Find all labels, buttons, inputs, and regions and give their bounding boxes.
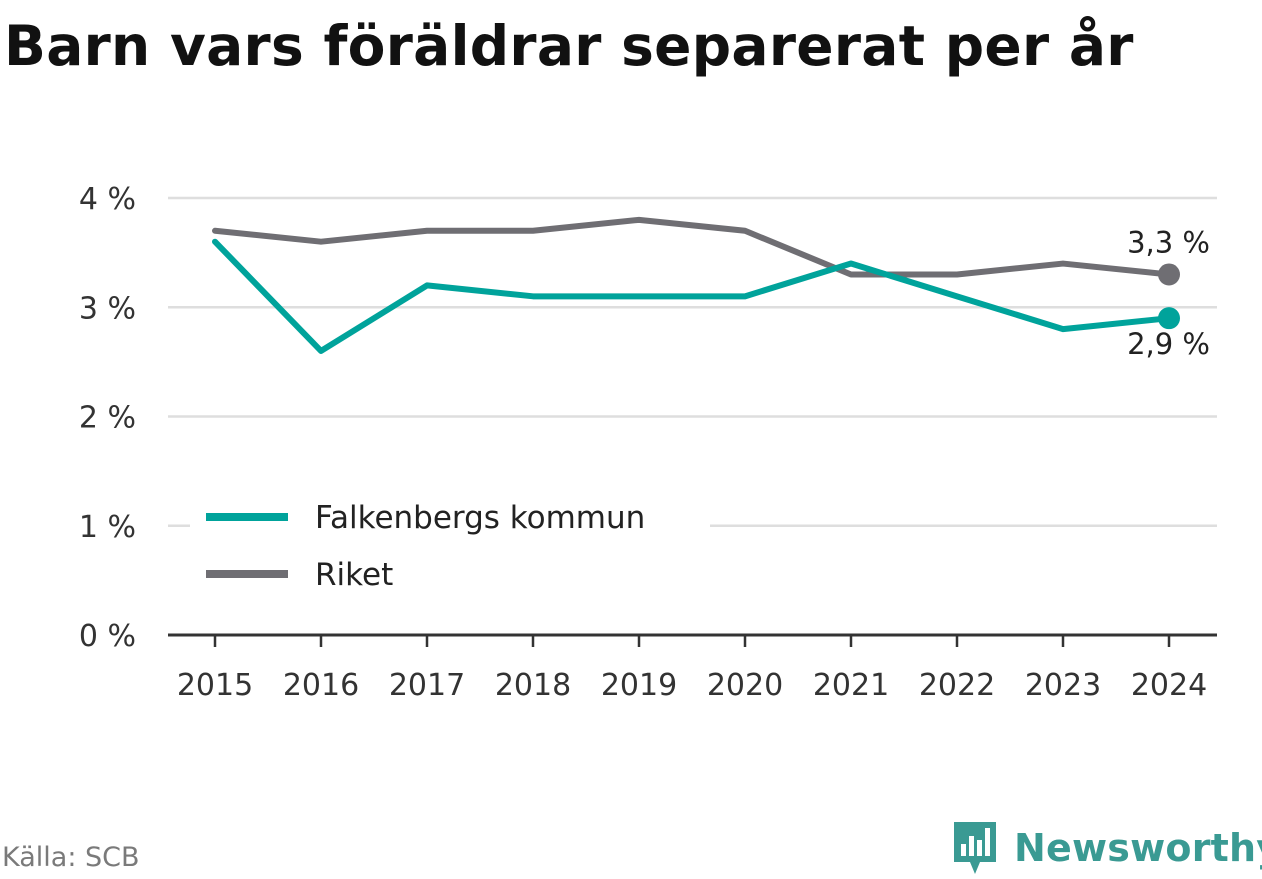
y-tick-label: 3 % <box>79 291 136 326</box>
x-tick-label: 2016 <box>283 668 359 703</box>
series-line-falkenberg <box>212 238 1172 354</box>
x-tick-label: 2024 <box>1131 668 1207 703</box>
legend-label: Falkenbergs kommun <box>315 500 645 536</box>
y-axis-tick-labels: 0 % 1 % 2 % 3 % 4 % <box>79 182 136 654</box>
end-point-falkenberg <box>1158 307 1180 330</box>
newsworthy-logo: Newsworthy <box>950 818 1262 878</box>
x-axis <box>168 633 1217 647</box>
x-tick-label: 2019 <box>601 668 677 703</box>
y-tick-label: 4 % <box>79 182 136 217</box>
brand-name: Newsworthy <box>1014 826 1262 870</box>
x-tick-label: 2020 <box>707 668 783 703</box>
newsworthy-chart-bubble-icon <box>954 822 996 874</box>
x-tick-label: 2021 <box>813 668 889 703</box>
end-value-label: 3,3 % <box>1127 225 1210 259</box>
x-axis-tick-labels: 2015 2016 2017 2018 2019 2020 2021 2022 2023 2024 <box>177 668 1207 703</box>
source-note: Källa: SCB <box>2 842 140 873</box>
end-value-labels: 2,9 % 3,3 % <box>1127 225 1210 361</box>
series-lines <box>212 216 1180 354</box>
y-tick-label: 0 % <box>79 619 136 654</box>
chart-title: Barn vars föräldrar separerat per år <box>4 14 1134 78</box>
legend: Falkenbergs kommun Riket <box>190 500 710 600</box>
end-point-riket <box>1158 263 1180 286</box>
x-tick-label: 2023 <box>1025 668 1101 703</box>
x-tick-label: 2015 <box>177 668 253 703</box>
y-tick-label: 1 % <box>79 510 136 545</box>
x-tick-label: 2018 <box>495 668 571 703</box>
y-tick-label: 2 % <box>79 401 136 436</box>
end-value-label: 2,9 % <box>1127 327 1210 361</box>
gridlines <box>168 196 1217 527</box>
x-tick-label: 2017 <box>389 668 465 703</box>
legend-label: Riket <box>315 557 393 593</box>
x-tick-label: 2022 <box>919 668 995 703</box>
series-line-riket <box>212 216 1172 278</box>
